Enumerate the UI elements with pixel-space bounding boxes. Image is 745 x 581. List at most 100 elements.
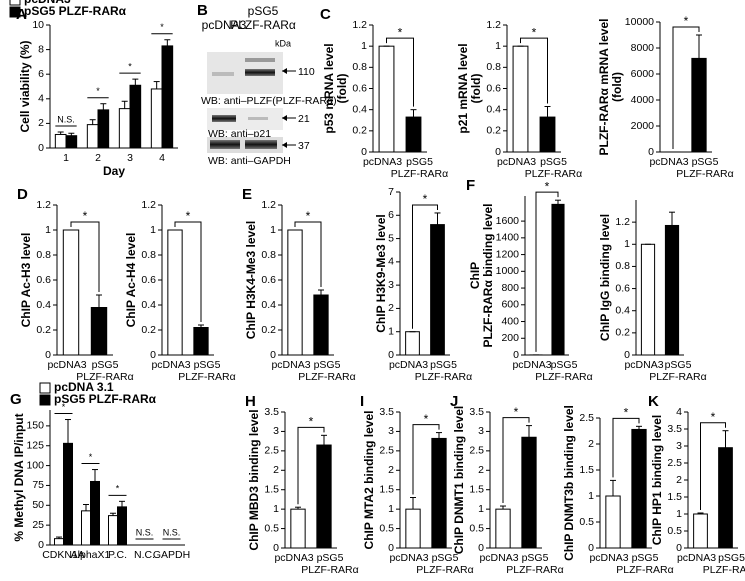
y-tick-label: 0.6 (261, 274, 276, 286)
significance-label: * (545, 179, 550, 193)
y-axis-label: ChIP H3K4-Me3 level (244, 221, 258, 340)
y-axis-label: (fold) (610, 72, 624, 102)
bar (405, 331, 420, 356)
error-bar (57, 131, 64, 135)
y-tick-label: 0.8 (261, 249, 276, 261)
legend-swatch (9, 6, 21, 18)
mw-label: 37 (298, 140, 310, 152)
significance-label: * (128, 61, 132, 71)
chart: 0 0.2 0.4 0.6 0.8 1 1.2 p21 mRNA level (fold) pcD… (456, 19, 582, 180)
error-bar (100, 103, 107, 110)
y-tick-label: 1200 (496, 248, 520, 260)
y-tick-label: 1 (388, 503, 394, 515)
y-tick-label: 0.2 (261, 324, 276, 336)
legend-swatch (39, 394, 51, 406)
y-tick-label: 125 (26, 440, 44, 452)
y-tick-label: 0.2 (352, 125, 367, 137)
y-tick-label: 0 (150, 349, 156, 361)
x-tick-label: pcDNA3 (677, 552, 716, 564)
y-axis-label: ChIP DNMT1 binding level (452, 406, 466, 554)
y-tick-label: 3 (388, 425, 394, 437)
y-tick-label: 50 (32, 499, 44, 511)
bar (161, 45, 174, 149)
y-axis-label: % Methyl DNA IP/input (12, 413, 26, 541)
panel-letter: H (245, 393, 256, 410)
chart: 0 0.5 1 1.5 2 2.5 3 3.5 4 ChIP HP1 binding level K… (648, 393, 745, 576)
significance-label: * (309, 414, 314, 428)
error-bar (500, 505, 506, 510)
error-bar (153, 81, 160, 89)
x-tick-label: PLZF-RARα (76, 371, 133, 383)
legend-swatch (39, 382, 51, 394)
error-bar (410, 109, 417, 118)
error-bar (68, 132, 75, 136)
y-tick-label: 75 (32, 479, 44, 491)
bar (90, 307, 108, 356)
y-tick-label: 1.5 (579, 464, 594, 476)
y-tick-label: 2 (388, 302, 394, 314)
error-bar (65, 419, 71, 444)
y-tick-label: 0 (588, 542, 594, 554)
y-tick-label: 6 (38, 68, 44, 80)
y-tick-label: 0.2 (36, 324, 51, 336)
chart: 0 0.2 0.4 0.6 0.8 1 1.2 ChIP Ac-H4 level pcDNA3 p… (124, 199, 236, 383)
error-bar (121, 100, 128, 109)
chart: 0 0.2 0.4 0.6 0.8 1 1.2 ChIP Ac-H3 level DpcDNA3… (17, 186, 134, 383)
x-tick-label: PLZF-RARα (391, 168, 448, 180)
x-tick-label: pcDNA3 (274, 552, 313, 564)
y-tick-label: 0.2 (486, 125, 501, 137)
error-bar (544, 105, 551, 118)
y-tick-label: 150 (26, 420, 44, 432)
blot-image (207, 108, 283, 130)
mw-label: 110 (298, 66, 315, 78)
bar (129, 84, 142, 149)
panel-letter: B (197, 2, 208, 19)
x-tick-label: pSG5 (692, 156, 719, 168)
blot-panel: B pSG5 pcDNA3 PLZF-RARα kDa 110 WB: anti… (197, 2, 337, 167)
y-axis-label: p53 mRNA level (322, 43, 336, 133)
x-tick-label: pSG5 (92, 359, 119, 371)
y-tick-label: 1 (588, 490, 594, 502)
error-bar (636, 425, 642, 430)
y-tick-label: 2.5 (667, 457, 682, 469)
chart: 0 0.2 0.4 0.6 0.8 1 1.2 p53 mRNA level (fold) Cpc… (320, 6, 448, 180)
x-tick-label: pSG5 (317, 552, 344, 564)
y-tick-label: 0.2 (615, 327, 630, 339)
x-tick-label: PLZF-RARα (676, 168, 733, 180)
x-tick-label: PLZF-RARα (535, 371, 592, 383)
y-axis-label: (fold) (335, 74, 349, 104)
y-axis-label: ChIP Ac-H3 level (19, 233, 33, 328)
error-bar (96, 294, 102, 308)
x-tick-label: pcDNA3 (47, 359, 86, 371)
significance-label: * (711, 410, 716, 424)
bar (54, 538, 64, 546)
y-axis-label: ChIP MTA2 binding level (362, 411, 376, 550)
y-tick-label: 0.8 (352, 61, 367, 73)
significance-label: * (89, 452, 93, 462)
legend-swatch (9, 0, 21, 6)
x-tick-label: pcDNA3 (389, 359, 428, 371)
y-tick-label: 1 (270, 224, 276, 236)
bar (521, 436, 537, 549)
y-tick-label: 0.4 (615, 304, 630, 316)
y-tick-label: 1600 (496, 215, 520, 227)
legend-label: pSG5 PLZF-RARα (54, 392, 157, 406)
x-tick-label: 2 (95, 152, 101, 164)
y-tick-label: 8 (38, 43, 44, 55)
x-tick-label: PLZF-RARα (178, 371, 235, 383)
row-label: WB: anti–PLZF(PLZF-RARα) (201, 95, 337, 107)
significance-label: N.S. (57, 114, 75, 124)
error-bar (92, 469, 98, 482)
y-tick-label: 7 (388, 186, 394, 198)
bracket (294, 221, 322, 287)
bar (117, 506, 127, 546)
x-tick-label: pcDNA3 (389, 552, 428, 564)
x-tick-label: pSG5 (314, 359, 341, 371)
significance-label: N.S. (163, 527, 181, 537)
error-bar (436, 432, 442, 439)
y-axis-label: ChIP IgG binding level (598, 214, 612, 341)
